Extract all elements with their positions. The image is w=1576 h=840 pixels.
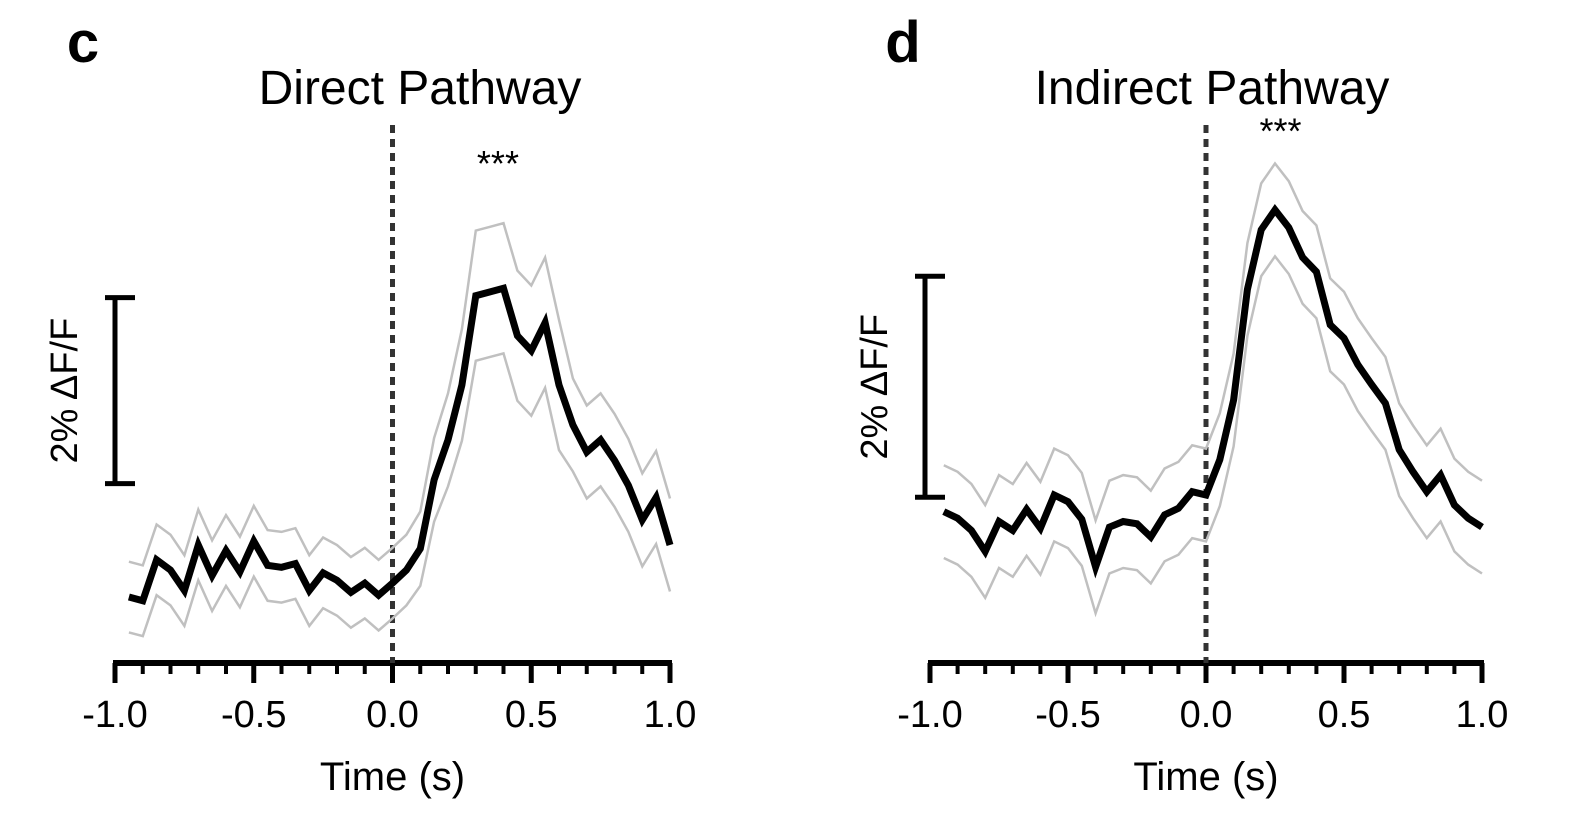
x-axis-label: Time (s) xyxy=(320,755,465,799)
annotation: *** xyxy=(477,143,519,184)
sem-line xyxy=(128,221,672,567)
x-tick-label: -1.0 xyxy=(82,694,147,736)
scale-bar-label: 2% ΔF/F xyxy=(854,314,896,460)
x-tick-label: -1.0 xyxy=(897,694,962,736)
x-tick-label: 1.0 xyxy=(1456,694,1509,736)
chart-title: Direct Pathway xyxy=(259,62,582,115)
x-tick-label: 1.0 xyxy=(644,694,697,736)
sem-line xyxy=(943,254,1483,618)
x-tick-label: 0.0 xyxy=(366,694,419,736)
x-axis-label: Time (s) xyxy=(1133,755,1278,799)
x-tick-label: 0.5 xyxy=(505,694,558,736)
x-tick-label: 0.5 xyxy=(1318,694,1371,736)
annotation: *** xyxy=(1260,111,1302,152)
mean-line xyxy=(942,203,1484,579)
x-tick-label: -0.5 xyxy=(221,694,286,736)
panel-label: d xyxy=(885,10,920,75)
x-tick-label: -0.5 xyxy=(1035,694,1100,736)
sem-line xyxy=(943,161,1483,525)
mean-line xyxy=(127,284,674,606)
chart-title: Indirect Pathway xyxy=(1035,62,1390,115)
panel-label: c xyxy=(67,10,99,75)
x-tick-label: 0.0 xyxy=(1180,694,1233,736)
sem-line xyxy=(128,351,672,638)
scale-bar-label: 2% ΔF/F xyxy=(44,318,86,464)
